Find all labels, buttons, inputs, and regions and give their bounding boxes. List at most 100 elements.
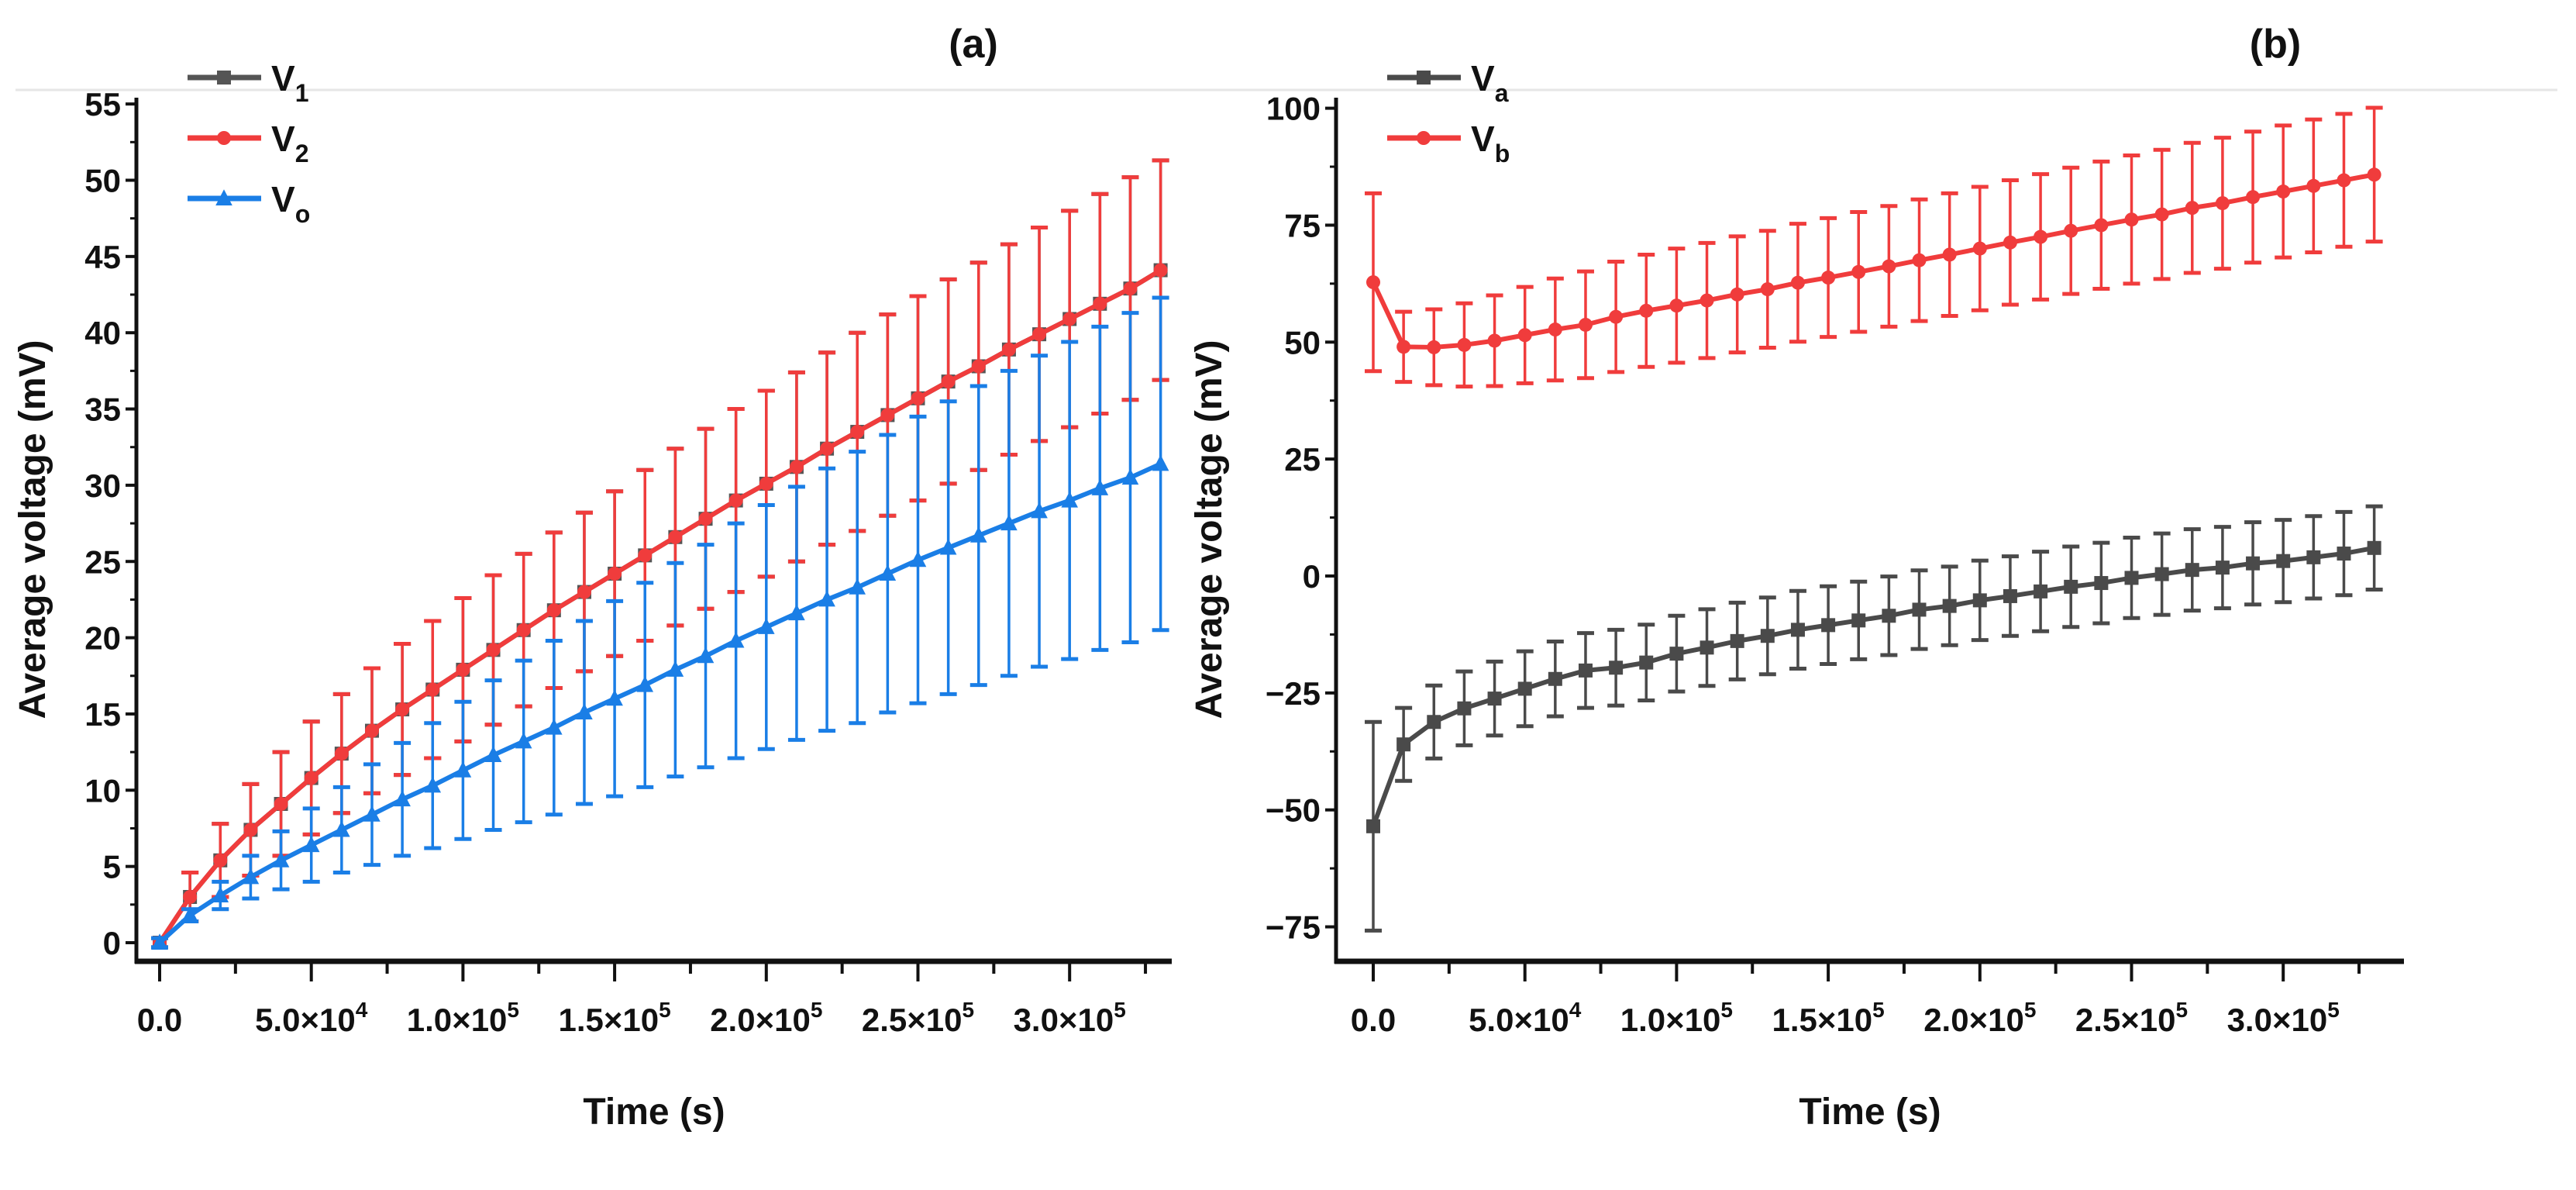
- data-point: [1427, 715, 1441, 730]
- panel-b-label: (b): [2250, 22, 2301, 67]
- data-point: [1882, 609, 1896, 623]
- data-point: [1091, 479, 1109, 495]
- legend-subscript: o: [295, 200, 311, 228]
- x-tick-exponent: 4: [356, 998, 368, 1022]
- legend-marker: [1417, 71, 1431, 85]
- data-point: [424, 776, 442, 793]
- data-point: [2185, 563, 2199, 578]
- y-tick-label: 35: [84, 391, 121, 428]
- data-point: [1578, 317, 1593, 332]
- data-point: [969, 526, 987, 543]
- legend-name: V: [271, 119, 295, 159]
- y-tick-label: 25: [84, 543, 121, 580]
- data-point: [364, 723, 379, 738]
- x-tick-base: 0.0: [1351, 1002, 1396, 1038]
- y-tick-label: −50: [1266, 792, 1321, 829]
- data-point: [636, 675, 654, 692]
- data-point: [2215, 196, 2230, 211]
- data-point: [486, 643, 501, 657]
- data-point: [1790, 275, 1805, 290]
- y-tick-label: 30: [84, 467, 121, 504]
- x-tick-exponent: 4: [1569, 998, 1582, 1022]
- x-tick-exponent: 5: [507, 998, 519, 1022]
- x-tick-exponent: 5: [2176, 998, 2189, 1022]
- data-point: [546, 603, 561, 618]
- data-point: [1366, 819, 1380, 833]
- x-tick-exponent: 5: [1872, 998, 1885, 1022]
- data-point: [1851, 613, 1866, 628]
- x-tick-base: 2.0×10: [1923, 1002, 2024, 1038]
- data-point: [1548, 671, 1562, 686]
- data-point: [1001, 342, 1016, 357]
- data-point: [818, 590, 835, 607]
- y-tick-label: 45: [84, 239, 121, 275]
- series-line: [157, 267, 1162, 944]
- data-point: [2124, 212, 2139, 227]
- legend-label: V1: [271, 58, 308, 107]
- data-point: [274, 797, 288, 812]
- y-tick-label: 0: [1303, 558, 1321, 595]
- data-point: [1730, 633, 1744, 648]
- x-tick-base: 3.0×10: [1014, 1002, 1114, 1038]
- data-point: [2094, 218, 2109, 233]
- data-point: [2337, 173, 2351, 188]
- data-point: [638, 548, 653, 563]
- data-point: [2064, 579, 2078, 594]
- series-line: [1371, 545, 2375, 827]
- data-point: [1548, 323, 1562, 337]
- data-point: [1366, 275, 1380, 290]
- data-point: [515, 732, 532, 749]
- x-tick-exponent: 5: [2327, 998, 2340, 1022]
- data-point: [304, 771, 319, 785]
- data-point: [1152, 454, 1169, 471]
- data-point: [2034, 229, 2048, 244]
- data-point: [1396, 737, 1411, 752]
- x-tick-label: 0.0: [1351, 1002, 1396, 1038]
- y-tick-label: 40: [84, 315, 121, 351]
- data-point: [820, 441, 835, 456]
- data-point: [577, 585, 591, 599]
- x-tick-label: 2.0×105: [710, 998, 822, 1038]
- data-point: [242, 867, 260, 885]
- data-point: [1942, 247, 1957, 262]
- legend-name: V: [1471, 58, 1495, 98]
- x-tick-base: 1.5×10: [1772, 1002, 1872, 1038]
- data-point: [1609, 309, 1624, 324]
- legend-subscript: a: [1495, 79, 1509, 107]
- x-tick-exponent: 5: [963, 998, 975, 1022]
- data-point: [666, 661, 684, 677]
- data-point: [151, 933, 168, 950]
- data-point: [183, 889, 198, 904]
- data-point: [1760, 282, 1775, 297]
- data-point: [2306, 550, 2321, 564]
- data-point: [1972, 593, 1987, 608]
- legend-item: V2: [188, 119, 308, 167]
- data-point: [1121, 468, 1139, 485]
- legend-item: Vo: [188, 179, 310, 228]
- x-tick-base: 5.0×10: [1469, 1002, 1569, 1038]
- data-point: [1000, 514, 1018, 531]
- data-point: [425, 682, 440, 697]
- x-tick-label: 1.5×105: [1772, 998, 1884, 1038]
- data-point: [2276, 554, 2291, 568]
- data-point: [788, 604, 805, 621]
- y-tick-label: 50: [1284, 324, 1321, 360]
- data-point: [1153, 263, 1168, 278]
- y-tick-label: 100: [1266, 91, 1321, 127]
- series-vo: [151, 295, 1169, 950]
- data-point: [941, 374, 956, 389]
- x-tick-base: 1.5×10: [558, 1002, 659, 1038]
- data-point: [697, 647, 715, 664]
- data-point: [1396, 340, 1411, 354]
- data-point: [727, 631, 745, 648]
- data-point: [333, 820, 350, 837]
- x-tick-label: 2.5×105: [862, 998, 974, 1038]
- x-tick-base: 3.0×10: [2227, 1002, 2328, 1038]
- data-point: [2185, 201, 2199, 216]
- data-point: [606, 689, 623, 706]
- data-point: [484, 746, 502, 763]
- x-tick-label: 0.0: [137, 1002, 182, 1038]
- data-point: [272, 851, 290, 867]
- data-point: [395, 702, 410, 717]
